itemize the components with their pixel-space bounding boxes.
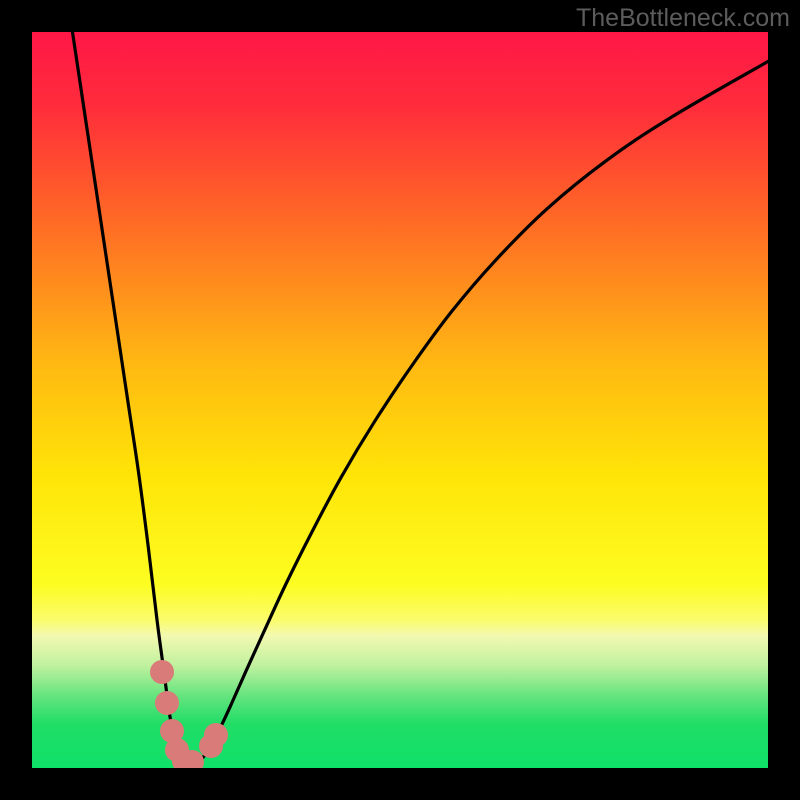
bottleneck-chart: { "watermark": { "text": "TheBottleneck.… (0, 0, 800, 800)
plot-area (32, 32, 768, 768)
watermark-text: TheBottleneck.com (576, 4, 790, 33)
data-marker (180, 750, 204, 768)
data-marker (155, 691, 179, 715)
bottleneck-curves (32, 32, 768, 768)
data-marker (204, 723, 228, 747)
